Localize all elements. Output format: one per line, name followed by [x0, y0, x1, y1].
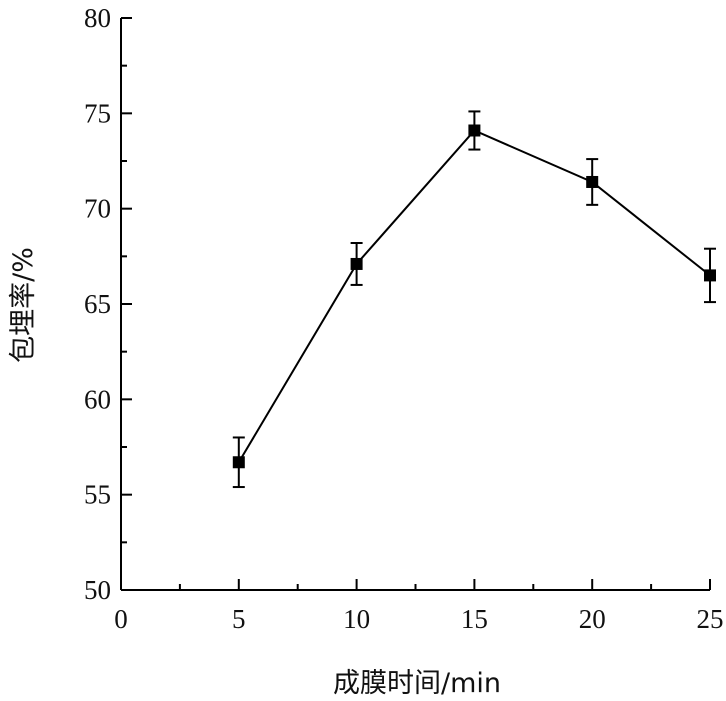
y-axis-title: 包埋率/% [8, 247, 39, 363]
y-tick-label: 55 [84, 480, 111, 510]
x-tick-label: 20 [579, 604, 606, 634]
x-tick-label: 25 [697, 604, 724, 634]
data-point-marker [704, 269, 716, 282]
data-point-marker [586, 175, 599, 188]
y-tick-label: 50 [84, 575, 111, 605]
x-tick-label: 5 [232, 604, 246, 634]
y-tick-label: 60 [84, 384, 111, 414]
data-point-marker [468, 124, 481, 137]
tick-labels: 0 5 10 15 20 25 50 55 60 65 70 75 80 [84, 3, 724, 634]
axes [120, 18, 710, 591]
data-point-marker [232, 456, 245, 469]
series-layer [232, 110, 716, 489]
x-tick-label: 10 [343, 604, 370, 634]
series-line [237, 129, 711, 463]
y-tick-label: 80 [84, 3, 111, 33]
y-tick-label: 70 [84, 194, 111, 224]
y-tick-label: 75 [84, 98, 111, 128]
ticks [120, 17, 711, 591]
x-tick-label: 0 [114, 604, 128, 634]
y-tick-label: 65 [84, 289, 111, 319]
x-tick-label: 15 [461, 604, 488, 634]
x-axis-title: 成膜时间/min [333, 668, 501, 699]
data-point-marker [350, 257, 363, 270]
